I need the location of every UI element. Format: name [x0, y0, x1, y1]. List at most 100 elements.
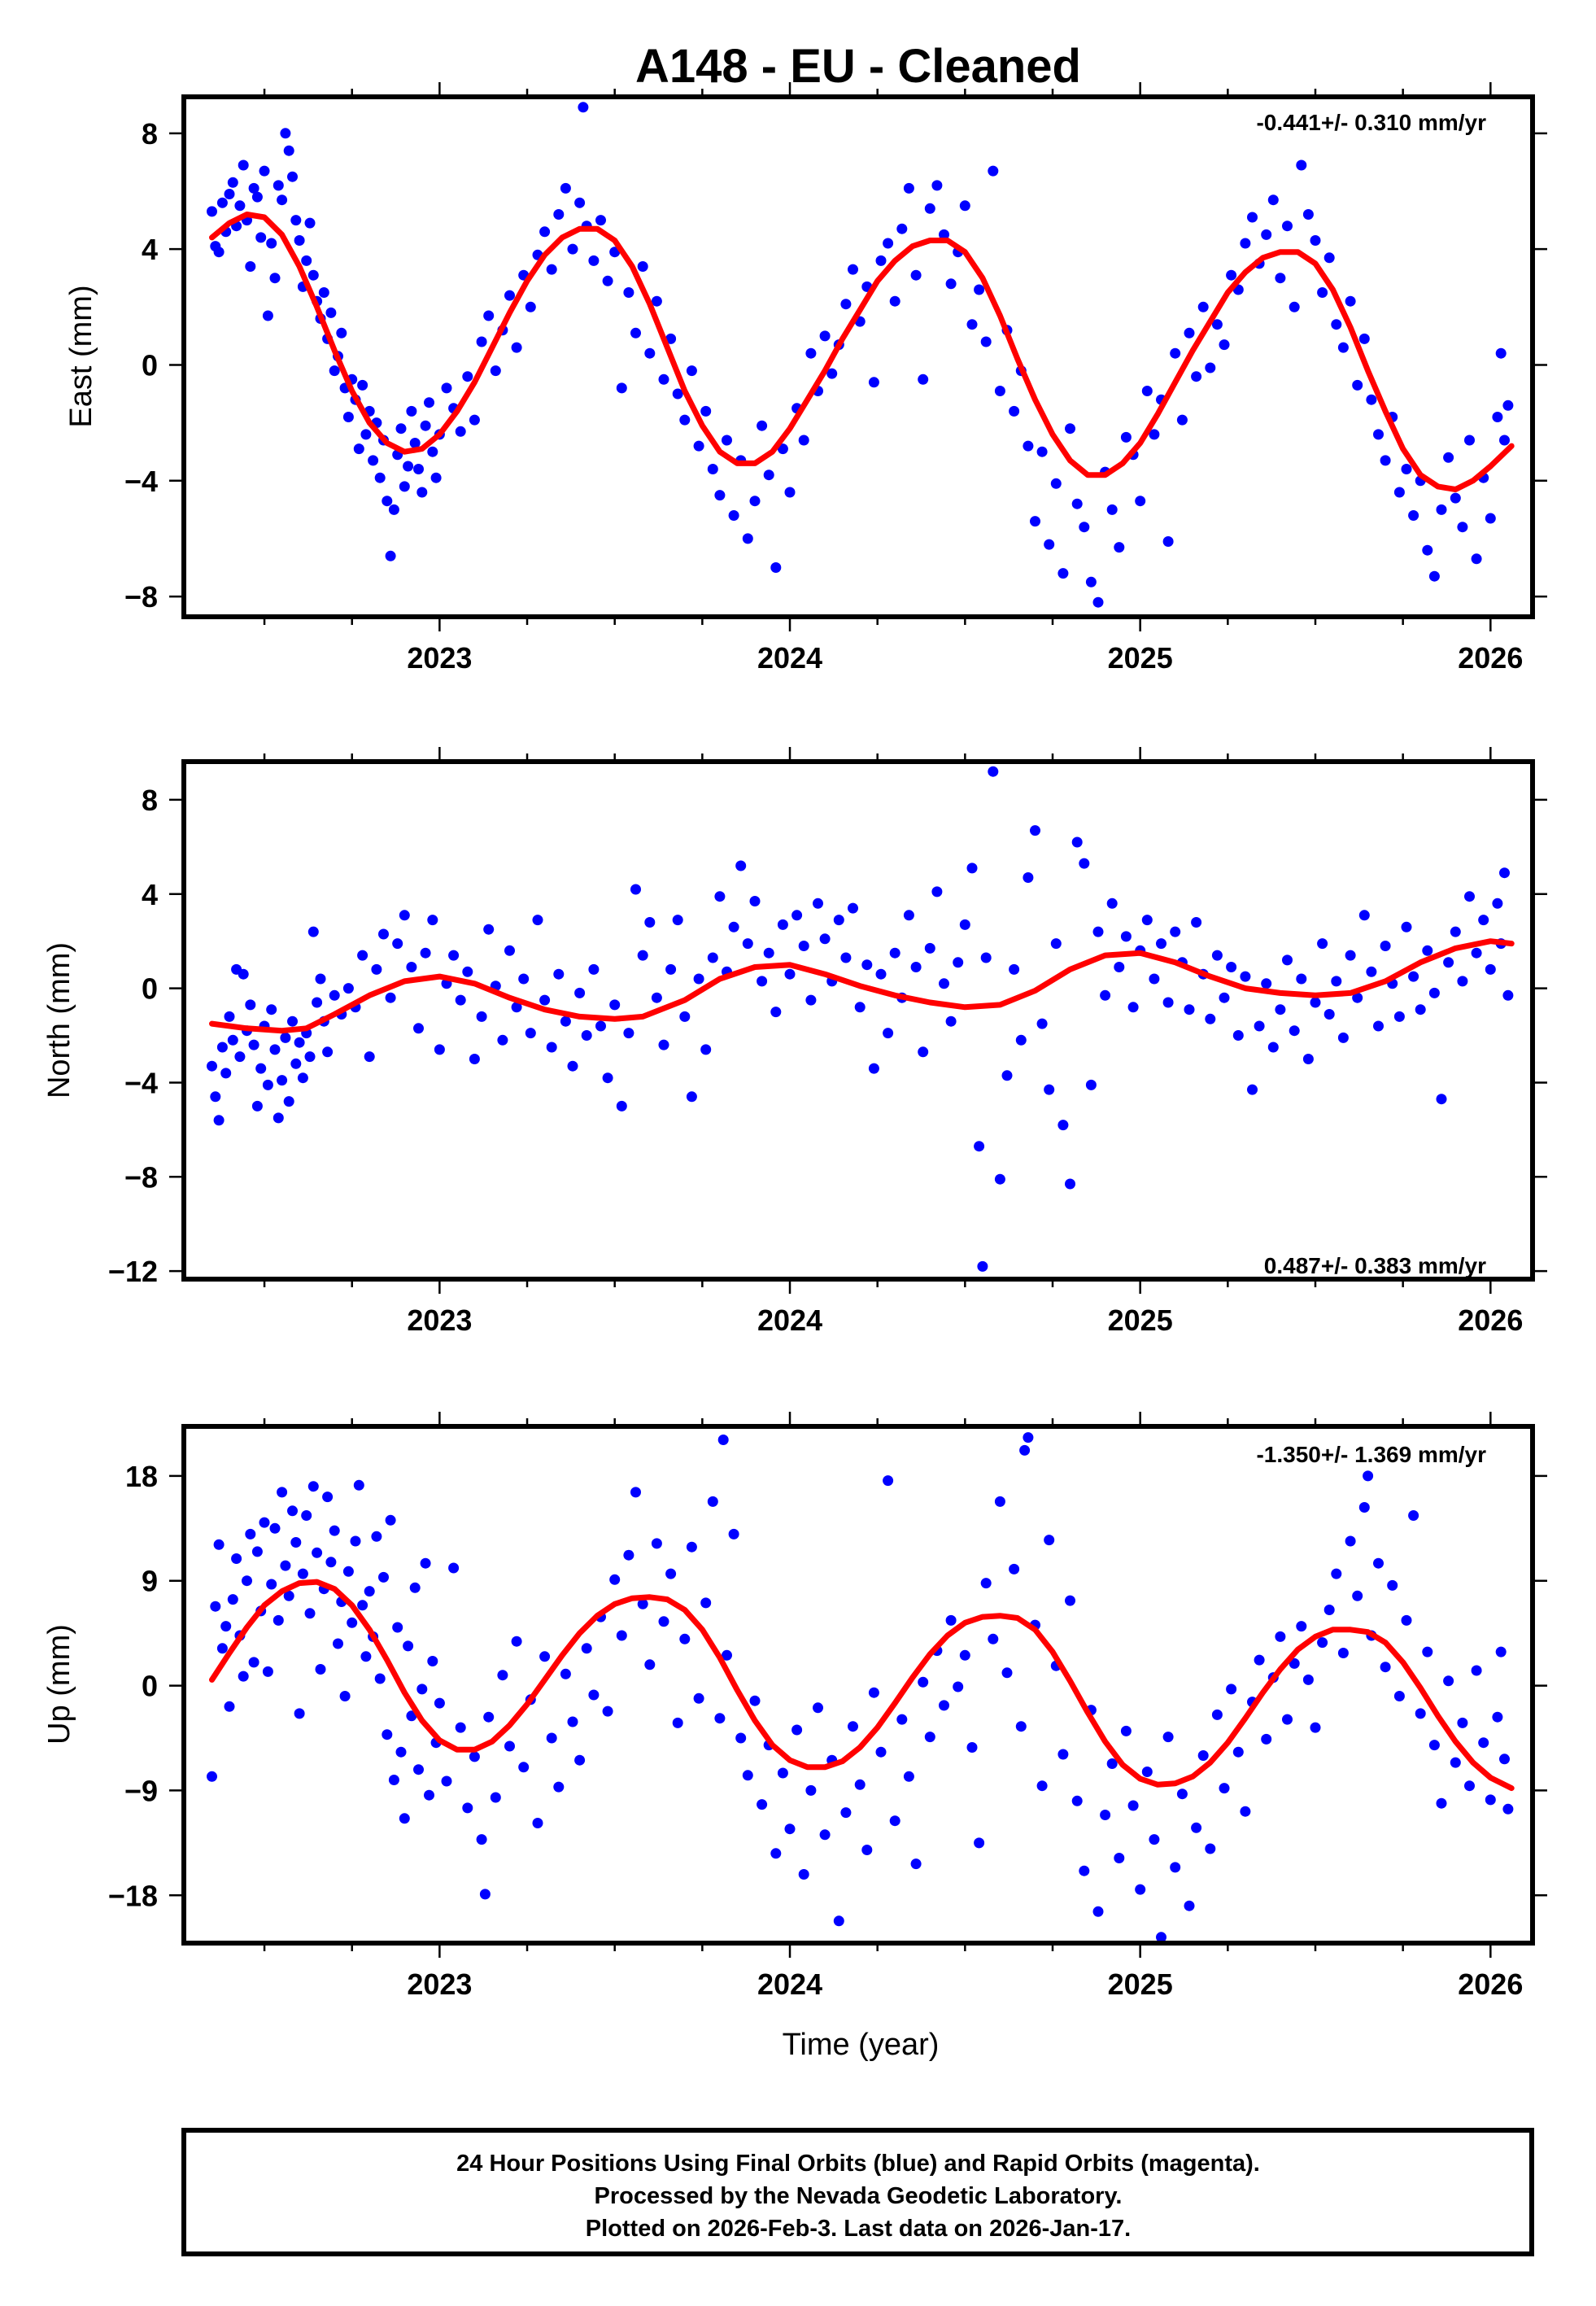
data-point — [1015, 1721, 1027, 1732]
data-point — [301, 255, 312, 266]
x-tick-label: 2024 — [757, 1304, 822, 1337]
data-point — [353, 443, 364, 455]
data-point — [371, 963, 382, 975]
data-point — [269, 273, 281, 284]
data-point — [297, 1568, 308, 1579]
data-point — [1302, 1054, 1314, 1064]
data-point — [497, 1670, 508, 1681]
data-point — [427, 915, 438, 926]
data-point — [1485, 1794, 1496, 1806]
data-point — [1502, 989, 1514, 1001]
data-point — [1450, 492, 1461, 504]
data-point — [395, 1746, 407, 1758]
data-point — [974, 1837, 985, 1849]
data-point — [714, 891, 726, 902]
data-point — [1191, 371, 1202, 382]
data-point — [903, 910, 914, 921]
data-point — [630, 884, 641, 895]
data-point — [1050, 938, 1062, 950]
data-point — [616, 1630, 627, 1641]
data-point — [939, 229, 949, 240]
data-point — [483, 1711, 495, 1723]
data-point — [399, 481, 410, 492]
x-tick-label: 2025 — [1108, 641, 1173, 675]
data-point — [651, 1538, 662, 1549]
data-point — [207, 1060, 217, 1072]
data-point — [1485, 513, 1496, 524]
data-point — [227, 177, 238, 188]
data-point — [722, 1649, 732, 1661]
data-point — [1457, 976, 1468, 987]
data-point — [1261, 978, 1272, 989]
data-point — [1065, 1178, 1075, 1190]
data-point — [350, 1535, 361, 1547]
data-point — [409, 1582, 421, 1593]
data-point — [325, 307, 337, 318]
data-point — [1065, 1595, 1075, 1606]
data-point — [819, 933, 831, 945]
data-point — [896, 223, 908, 234]
data-point — [357, 1600, 368, 1611]
data-point — [434, 1044, 445, 1055]
data-point — [315, 1664, 326, 1675]
data-point — [259, 165, 270, 177]
data-point — [1471, 553, 1482, 565]
data-point — [307, 926, 319, 937]
data-point — [1226, 1684, 1237, 1695]
data-point — [266, 1004, 277, 1015]
data-point — [360, 429, 372, 440]
data-point — [1275, 1631, 1286, 1642]
data-point — [469, 1751, 480, 1762]
data-point — [672, 915, 683, 926]
data-point — [518, 1762, 530, 1773]
data-point — [896, 1714, 908, 1725]
data-point — [504, 1740, 515, 1752]
y-tick-label: −18 — [108, 1879, 158, 1912]
data-point — [216, 1643, 228, 1654]
data-point — [462, 1802, 473, 1814]
data-point — [609, 999, 621, 1011]
data-point — [1036, 1018, 1048, 1029]
y-tick-label: −9 — [124, 1774, 158, 1807]
data-point — [430, 472, 442, 483]
data-point — [588, 1689, 600, 1701]
y-tick-label: 0 — [142, 348, 158, 382]
data-point — [953, 1681, 964, 1692]
data-point — [476, 336, 487, 347]
data-point — [700, 1597, 712, 1609]
data-point — [504, 945, 515, 956]
data-point — [224, 1011, 235, 1022]
data-point — [1085, 1079, 1097, 1090]
fit-curve — [209, 212, 1515, 492]
data-point — [1275, 1004, 1286, 1015]
data-point — [307, 269, 319, 281]
data-point — [700, 405, 712, 417]
data-point — [966, 863, 978, 874]
data-point — [602, 275, 613, 286]
data-point — [374, 1673, 386, 1684]
data-point — [413, 1764, 424, 1775]
data-point — [525, 301, 536, 312]
data-point — [813, 1702, 823, 1714]
data-point — [287, 171, 298, 182]
data-point — [413, 1023, 424, 1034]
data-point — [420, 947, 431, 959]
data-point — [644, 917, 656, 928]
data-point — [342, 412, 354, 422]
data-point — [1310, 997, 1321, 1008]
data-point — [994, 386, 1005, 396]
data-point — [939, 978, 949, 989]
rate-label-up: -1.350+/- 1.369 mm/yr — [1256, 1442, 1486, 1467]
data-point — [883, 238, 894, 249]
data-point — [966, 1742, 978, 1753]
data-point — [630, 1487, 641, 1498]
data-point — [988, 165, 999, 177]
data-point — [707, 464, 718, 474]
data-point — [301, 1510, 312, 1521]
data-point — [532, 1818, 543, 1828]
data-point — [686, 1541, 697, 1553]
data-point — [1023, 872, 1034, 883]
data-point — [242, 1575, 252, 1587]
data-point — [1176, 414, 1188, 426]
data-point — [406, 962, 417, 972]
